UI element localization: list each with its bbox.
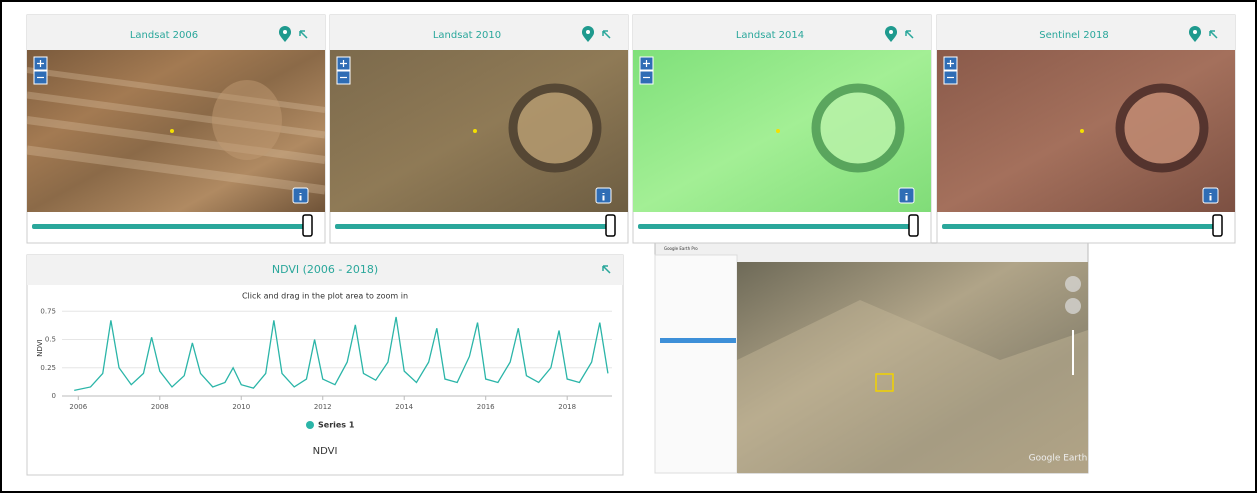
time-slider-track[interactable] [942, 224, 1218, 229]
map-center [776, 129, 780, 133]
earth-selected-item [660, 338, 736, 343]
time-slider-handle[interactable] [605, 214, 616, 237]
earth-nav[interactable] [1065, 276, 1081, 292]
earth-watermark: Google Earth [1029, 454, 1088, 464]
y-tick-label: 0.5 [45, 336, 56, 344]
legend-marker[interactable] [306, 421, 314, 429]
chart-panel [26, 254, 624, 476]
map-header [330, 15, 628, 50]
time-slider-handle[interactable] [302, 214, 313, 237]
map-title: Landsat 2006 [130, 30, 198, 41]
earth-window-title: Google Earth Pro [664, 246, 698, 251]
x-tick-label: 2014 [395, 403, 413, 411]
chart-header [27, 255, 623, 285]
ndvi-line [74, 316, 609, 391]
x-tick-label: 2010 [232, 403, 250, 411]
expand-icon[interactable] [602, 265, 611, 274]
y-tick-label: 0.25 [40, 364, 56, 372]
map-header [27, 15, 325, 50]
map-center [170, 129, 174, 133]
location-icon-hole [586, 30, 590, 34]
zoom-in-icon [643, 60, 650, 67]
map-title: Landsat 2010 [433, 30, 501, 41]
expand-icon[interactable] [299, 30, 308, 39]
time-slider-handle[interactable] [908, 214, 919, 237]
time-slider-track[interactable] [335, 224, 611, 229]
map-stripe [26, 116, 326, 164]
x-tick-label: 2016 [477, 403, 495, 411]
map-center [1080, 129, 1084, 133]
y-tick-label: 0 [52, 392, 56, 400]
location-icon-hole [1193, 30, 1197, 34]
map-feature [811, 83, 905, 173]
earth-placemark [875, 373, 894, 392]
expand-icon[interactable] [905, 30, 914, 39]
map-center [473, 129, 477, 133]
expand-icon[interactable] [602, 30, 611, 39]
zoom-in-icon [340, 60, 347, 67]
map-feature [1115, 83, 1209, 173]
chart-title: NDVI (2006 - 2018) [272, 263, 378, 276]
time-slider-track[interactable] [32, 224, 308, 229]
map-stripe [26, 145, 326, 195]
x-axis-label: NDVI [313, 446, 338, 457]
x-tick-label: 2008 [151, 403, 169, 411]
earth-nav[interactable] [1065, 298, 1081, 314]
zoom-in-icon [37, 60, 44, 67]
map-feature [508, 83, 602, 173]
map-title: Sentinel 2018 [1039, 30, 1108, 41]
earth-sidebar [654, 254, 738, 474]
location-icon-hole [889, 30, 893, 34]
x-tick-label: 2018 [558, 403, 576, 411]
legend-label[interactable]: Series 1 [318, 421, 355, 430]
time-slider-track[interactable] [638, 224, 914, 229]
map-header [633, 15, 931, 50]
time-slider-handle[interactable] [1212, 214, 1223, 237]
expand-icon[interactable] [1209, 30, 1218, 39]
map-feature [212, 80, 282, 160]
earth-imagery [737, 262, 1088, 473]
location-icon-hole [283, 30, 287, 34]
x-tick-label: 2012 [314, 403, 332, 411]
y-axis-label: NDVI [36, 339, 44, 356]
x-tick-label: 2006 [69, 403, 87, 411]
map-title: Landsat 2014 [736, 30, 804, 41]
map-header [937, 15, 1235, 50]
chart-subtitle: Click and drag in the plot area to zoom … [242, 292, 408, 301]
y-tick-label: 0.75 [40, 307, 56, 315]
zoom-in-icon [947, 60, 954, 67]
earth-texture [737, 300, 1088, 473]
